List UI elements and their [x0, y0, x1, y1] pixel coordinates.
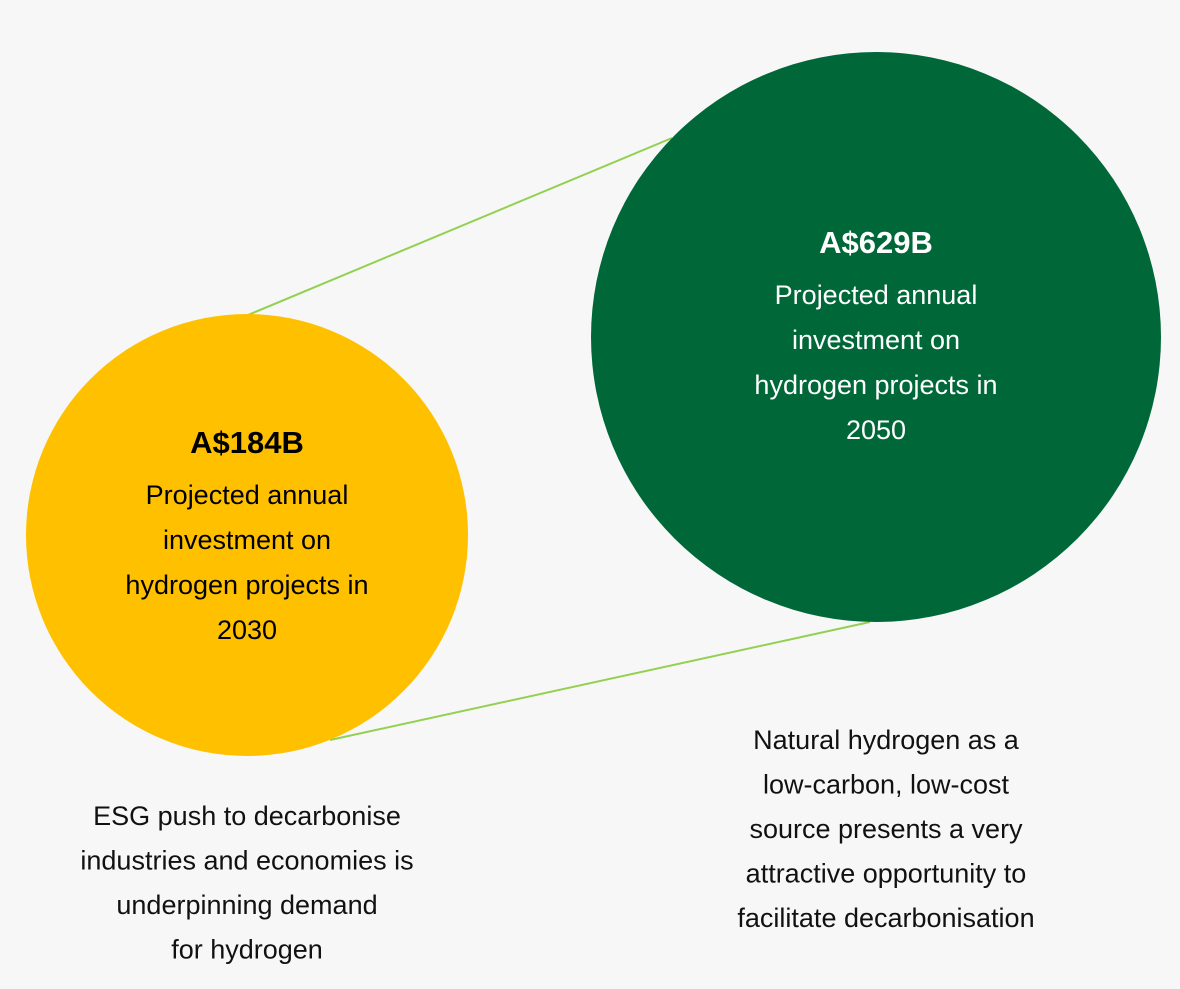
caption-text: source presents a very [749, 814, 1023, 844]
caption-text: industries and economies is [80, 846, 413, 876]
caption-text: underpinning demand [116, 890, 377, 920]
caption-text: attractive opportunity to [746, 859, 1027, 889]
caption-text: low-carbon, low-cost [763, 770, 1010, 800]
circle-text: hydrogen projects in [754, 370, 997, 400]
caption-text: facilitate decarbonisation [737, 903, 1034, 933]
connector-line [247, 137, 673, 316]
circle-value: A$184B [190, 425, 304, 460]
circle-text: investment on [163, 525, 331, 555]
circle-text: investment on [792, 325, 960, 355]
circle-2030 [26, 314, 468, 756]
caption-text: for hydrogen [171, 935, 323, 965]
caption-text: ESG push to decarbonise [93, 801, 401, 831]
circle-value: A$629B [819, 225, 933, 260]
caption-text: Natural hydrogen as a [753, 725, 1020, 755]
circle-text: 2030 [217, 615, 277, 645]
circle-text: Projected annual [146, 480, 349, 510]
connector-line [329, 621, 871, 741]
circle-2050 [591, 52, 1161, 622]
circle-text: hydrogen projects in [125, 570, 368, 600]
circle-text: 2050 [846, 415, 906, 445]
circle-text: Projected annual [775, 280, 978, 310]
